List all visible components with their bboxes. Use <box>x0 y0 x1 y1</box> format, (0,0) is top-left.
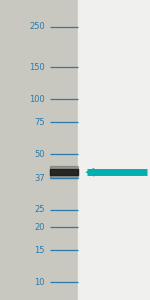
Text: 250: 250 <box>29 22 45 31</box>
Text: 37: 37 <box>34 174 45 183</box>
Text: 10: 10 <box>34 278 45 287</box>
Text: 20: 20 <box>34 223 45 232</box>
Bar <box>50 166 78 178</box>
Text: 75: 75 <box>34 118 45 127</box>
Bar <box>78 0 150 300</box>
Text: 150: 150 <box>29 63 45 72</box>
Text: 15: 15 <box>34 246 45 255</box>
Text: 100: 100 <box>29 95 45 104</box>
Text: 50: 50 <box>34 150 45 159</box>
Bar <box>50 169 78 175</box>
Bar <box>0 0 78 300</box>
Text: 25: 25 <box>34 205 45 214</box>
